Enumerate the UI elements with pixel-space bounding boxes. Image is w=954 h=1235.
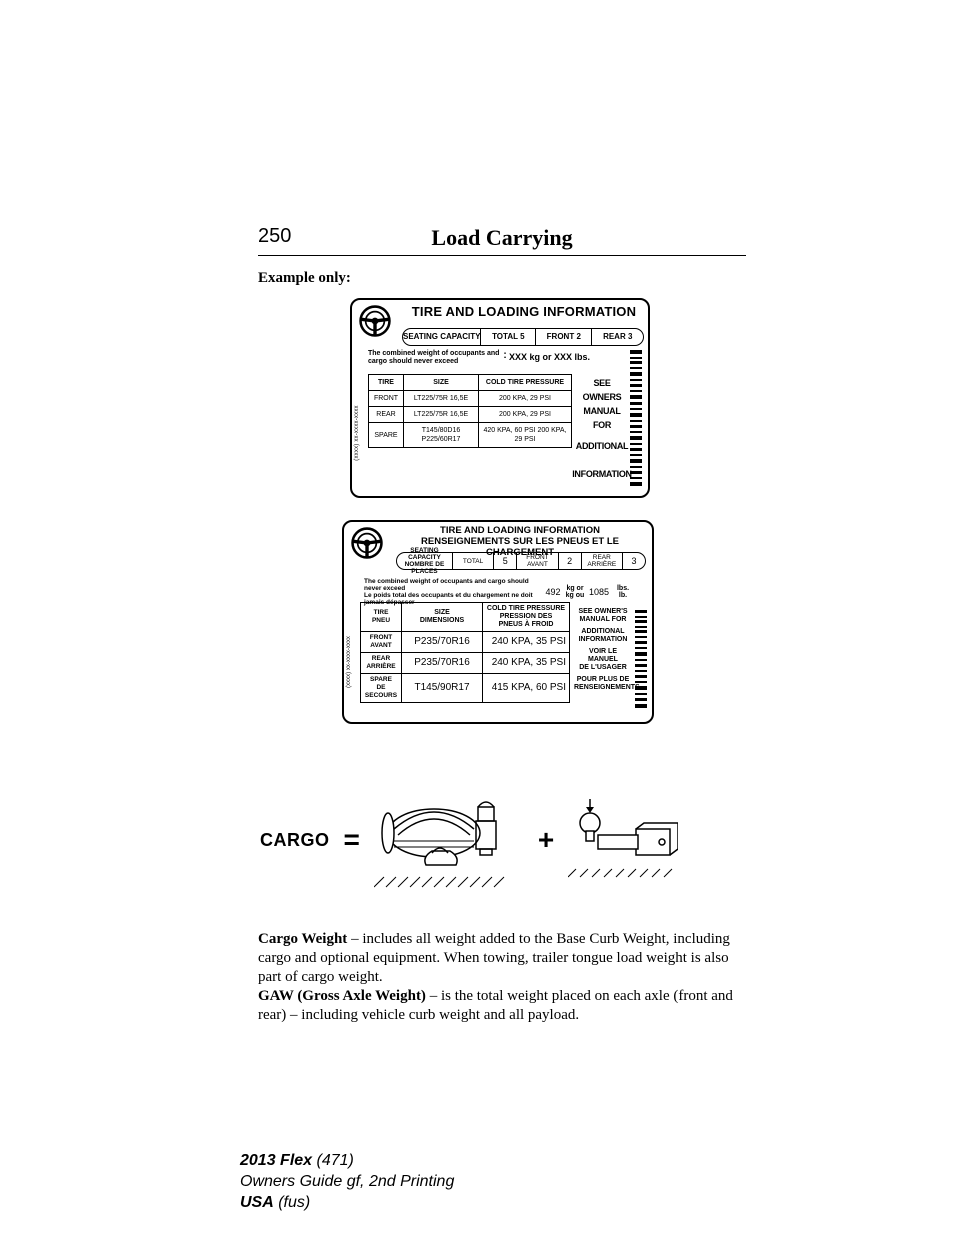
p1-r2-size: LT225/75R 16,5E — [404, 407, 479, 423]
steering-wheel-icon — [350, 526, 384, 560]
placard1-title: TIRE AND LOADING INFORMATION — [404, 304, 644, 319]
p2-r2-size: P235/70R16 — [402, 653, 483, 674]
p2-r2-press: 240 KPA, 35 PSI — [483, 653, 570, 674]
combined-label: The combined weight of occupants and car… — [368, 350, 503, 366]
p1-r1-tire: FRONT — [369, 391, 404, 407]
p1-r1-press: 200 KPA, 29 PSI — [479, 391, 572, 407]
p1-th-tire: TIRE — [369, 375, 404, 391]
seating-front: FRONT 2 — [536, 329, 592, 345]
p2-r3-size: T145/90R17 — [402, 674, 483, 703]
eq-equals: = — [344, 824, 360, 856]
p2-pill-rear: REAR ARRIÈRE — [582, 553, 623, 569]
combined-weight-line: The combined weight of occupants and car… — [368, 350, 630, 366]
p2-pill-front-n: 2 — [559, 553, 582, 569]
steering-wheel-icon — [358, 304, 392, 338]
placard2-side-text: SEE OWNER'S MANUAL FOR ADDITIONAL INFORM… — [574, 606, 632, 694]
p2-r1-tire: FRONT AVANT — [361, 632, 402, 653]
p2-pill-total: TOTAL — [453, 553, 494, 569]
p1-th-press: COLD TIRE PRESSURE — [479, 375, 572, 391]
footer-region: USA — [240, 1194, 274, 1211]
p2-r1-press: 240 KPA, 35 PSI — [483, 632, 570, 653]
placard2-side-code: (xxxx) xx-xxxx-xxxx — [346, 612, 352, 712]
eq-cargo: CARGO — [260, 830, 330, 851]
p1-r3-press: 420 KPA, 60 PSI 200 KPA, 29 PSI — [479, 423, 572, 448]
combined-value: XXX kg or XXX lbs. — [507, 350, 630, 366]
p2-r2-tire: REAR ARRIÈRE — [361, 653, 402, 674]
seating-rear: REAR 3 — [592, 329, 643, 345]
seating-total: TOTAL 5 — [481, 329, 536, 345]
p2-th-tire: TIRE PNEU — [361, 603, 402, 632]
footer-guide: Owners Guide gf, 2nd Printing — [240, 1173, 454, 1190]
hitch-icon — [568, 795, 678, 885]
seating-label: SEATING CAPACITY — [403, 329, 481, 345]
placard1-side-code: (xxxx) xx-xxxx-xxxx — [354, 378, 360, 488]
p2-comb-kg: 492 — [542, 587, 564, 597]
cargo-weight-bold: Cargo Weight — [258, 931, 347, 947]
p2-r3-tire: SPARE DE SECOURS — [361, 674, 402, 703]
footer-model-code: (471) — [312, 1152, 354, 1169]
p2-r1-size: P235/70R16 — [402, 632, 483, 653]
footer: 2013 Flex (471) Owners Guide gf, 2nd Pri… — [240, 1150, 454, 1213]
p2-comb-kgu: kg or kg ou — [564, 585, 586, 599]
luggage-icon — [374, 785, 524, 895]
document-page: 250 Load Carrying Example only: TIRE AND… — [0, 0, 954, 1235]
p1-th-size: SIZE — [404, 375, 479, 391]
header-rule: 250 Load Carrying — [258, 225, 746, 256]
p2-th-size: SIZE DIMENSIONS — [402, 603, 483, 632]
tire-placard-1: TIRE AND LOADING INFORMATION SEATING CAP… — [350, 298, 650, 498]
p1-side-2: MANUAL FOR — [576, 404, 628, 432]
footer-region-code: (fus) — [274, 1194, 310, 1211]
gaw-bold: GAW (Gross Axle Weight) — [258, 988, 426, 1004]
eq-plus: + — [538, 824, 554, 856]
p2-comb-lb: 1085 — [586, 587, 612, 597]
placard1-table: TIRE SIZE COLD TIRE PRESSURE FRONT LT225… — [368, 374, 572, 448]
p1-r3-size: T145/80D16 P225/60R17 — [404, 423, 479, 448]
p1-side-1: SEE OWNERS — [576, 376, 628, 404]
barcode-icon — [630, 350, 642, 490]
placard2-table: TIRE PNEU SIZE DIMENSIONS COLD TIRE PRES… — [360, 602, 570, 703]
p1-side-3: ADDITIONAL — [576, 432, 628, 460]
example-only-label: Example only: — [258, 270, 351, 287]
placard1-side-text: SEE OWNERS MANUAL FOR ADDITIONAL INFORMA… — [576, 376, 628, 488]
p1-r1-size: LT225/75R 16,5E — [404, 391, 479, 407]
barcode-icon — [635, 610, 647, 710]
page-number: 250 — [258, 225, 291, 248]
p1-side-4: INFORMATION — [576, 460, 628, 488]
chapter-title: Load Carrying — [258, 225, 746, 251]
placard2-seating-pill: SEATING CAPACITY NOMBRE DE PLACES TOTAL … — [396, 552, 646, 570]
p2-pill-total-n: 5 — [494, 553, 517, 569]
p2-title-en: TIRE AND LOADING INFORMATION — [440, 525, 600, 536]
p2-comb-lbu: lbs. lb. — [612, 585, 634, 599]
p1-r2-press: 200 KPA, 29 PSI — [479, 407, 572, 423]
p2-pill-front: FRONT AVANT — [517, 553, 558, 569]
p1-r2-tire: REAR — [369, 407, 404, 423]
cargo-equation: CARGO = — [260, 780, 754, 900]
seating-capacity-pill: SEATING CAPACITY TOTAL 5 FRONT 2 REAR 3 — [402, 328, 644, 346]
p2-th-press: COLD TIRE PRESSURE PRESSION DES PNEUS À … — [483, 603, 570, 632]
body-text: Cargo Weight – includes all weight added… — [258, 930, 746, 1025]
p2-r3-press: 415 KPA, 60 PSI — [483, 674, 570, 703]
tire-placard-2: TIRE AND LOADING INFORMATION RENSEIGNEME… — [342, 520, 654, 724]
p2-comb-en: The combined weight of occupants and car… — [364, 578, 529, 592]
footer-model: 2013 Flex — [240, 1152, 312, 1169]
p2-pill-rear-n: 3 — [623, 553, 645, 569]
p2-pill-label: SEATING CAPACITY NOMBRE DE PLACES — [397, 553, 453, 569]
p1-r3-tire: SPARE — [369, 423, 404, 448]
